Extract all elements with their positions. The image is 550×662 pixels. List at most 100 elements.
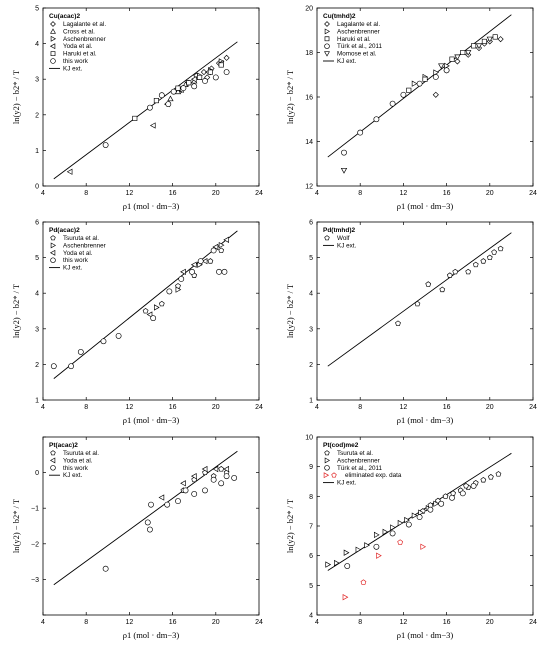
- y-tick-label: 9: [309, 464, 313, 471]
- data-point-4: [357, 129, 364, 136]
- data-point-2: [325, 561, 332, 568]
- data-point-2: [355, 546, 362, 553]
- data-point-2: [201, 465, 208, 473]
- data-point-5: [153, 98, 159, 104]
- data-point-6: [223, 69, 230, 76]
- y-tick-label: 1: [35, 398, 39, 405]
- data-point-3: [202, 487, 208, 494]
- data-point-5: [454, 54, 461, 61]
- legend-entry: Aschenbrenner: [63, 36, 106, 43]
- legend-entry: Aschenbrenner: [63, 242, 106, 249]
- data-point-1: [446, 272, 453, 278]
- legend-swatch: [50, 51, 56, 56]
- data-point-3: [449, 56, 455, 62]
- legend-swatch: [323, 472, 330, 479]
- data-point-3: [146, 526, 153, 533]
- data-point-2: [167, 95, 174, 102]
- data-point-5: [207, 69, 213, 75]
- x-tick-label: 24: [529, 619, 537, 626]
- legend-entry: KJ ext.: [337, 242, 356, 249]
- legend-entry: KJ ext.: [337, 58, 356, 65]
- legend-swatch: [324, 51, 330, 57]
- x-tick-label: 16: [443, 404, 451, 411]
- data-point-6: [212, 74, 219, 81]
- legend-entry: this work: [63, 465, 89, 472]
- y-tick-label: 4: [35, 41, 39, 48]
- data-point-1: [200, 69, 207, 76]
- data-point-2: [180, 480, 186, 487]
- y-tick-label: 1: [309, 398, 313, 405]
- x-tick-label: 4: [315, 619, 319, 626]
- chart-panel-6: 4 8 12 16 20 24 4 5 6 7 8 9 10 ρ1 (mol · dm−3) ln(y2) …: [285, 435, 537, 641]
- legend-swatch: [49, 457, 56, 464]
- data-point-3: [201, 258, 208, 265]
- x-tick-label: 20: [486, 619, 494, 626]
- data-point-4: [216, 268, 222, 275]
- legend-swatch: [50, 235, 56, 241]
- data-point-1: [495, 471, 502, 477]
- x-tick-label: 8: [358, 190, 362, 197]
- data-point-2: [175, 286, 182, 293]
- y-tick-label: −2: [31, 541, 39, 548]
- x-tick-label: 12: [126, 619, 134, 626]
- data-point-6: [102, 142, 109, 148]
- data-point-3: [460, 49, 466, 56]
- data-point-1: [497, 245, 504, 252]
- data-point-3: [389, 530, 396, 537]
- x-tick-label: 24: [529, 404, 537, 411]
- data-point-1: [158, 300, 165, 307]
- data-point-1: [439, 286, 446, 293]
- kj-fit-line: [327, 232, 512, 367]
- y-tick-label: 8: [309, 494, 313, 501]
- data-point-3: [481, 38, 487, 44]
- data-point-1: [465, 268, 472, 275]
- y-axis-label: ln(y2) − b2* / T: [285, 69, 295, 124]
- data-point-5: [475, 43, 483, 50]
- data-point-1: [472, 261, 479, 268]
- data-point-3: [459, 490, 466, 497]
- data-point-2: [153, 304, 160, 311]
- legend-entry: KJ ext.: [63, 65, 82, 72]
- data-point-4: [342, 594, 349, 601]
- data-point-3: [231, 475, 238, 481]
- x-tick-label: 24: [255, 619, 263, 626]
- x-tick-label: 20: [212, 190, 220, 197]
- legend-swatch: [331, 472, 337, 478]
- x-tick-label: 24: [255, 190, 263, 197]
- y-axis-label: ln(y2) − b2* / T: [285, 283, 295, 338]
- data-point-3: [144, 519, 151, 526]
- data-point-4: [210, 247, 217, 254]
- data-point-4: [77, 349, 84, 355]
- data-point-2: [397, 519, 404, 527]
- data-point-3: [218, 480, 225, 487]
- legend-entry: Yoda et al.: [63, 43, 93, 50]
- y-tick-label: 7: [309, 524, 313, 531]
- data-point-2: [174, 88, 182, 95]
- x-axis-label: ρ1 (mol · dm−3): [123, 201, 180, 211]
- x-axis-label: ρ1 (mol · dm−3): [397, 415, 454, 425]
- data-point-3: [148, 501, 154, 508]
- data-point-3: [190, 261, 197, 268]
- data-point-2: [390, 524, 396, 531]
- y-tick-label: 16: [305, 95, 313, 102]
- data-point-5: [218, 62, 224, 68]
- y-tick-label: 6: [35, 220, 39, 227]
- x-tick-label: 20: [212, 404, 220, 411]
- x-tick-label: 4: [41, 190, 45, 197]
- data-point-3: [344, 563, 351, 569]
- data-point-1: [207, 258, 214, 264]
- x-tick-label: 16: [169, 619, 177, 626]
- plot-frame: [42, 7, 260, 187]
- data-point-4: [389, 100, 396, 107]
- data-point-4: [443, 67, 450, 74]
- legend-swatch: [324, 235, 330, 241]
- data-point-1: [218, 466, 225, 472]
- legend-entry: Haruki et al.: [63, 51, 97, 58]
- legend-swatch: [324, 43, 330, 49]
- data-point-4: [373, 116, 380, 123]
- data-point-2: [158, 494, 165, 501]
- data-point-3: [405, 521, 412, 528]
- data-point-4: [149, 122, 156, 129]
- legend-swatch: [324, 21, 330, 27]
